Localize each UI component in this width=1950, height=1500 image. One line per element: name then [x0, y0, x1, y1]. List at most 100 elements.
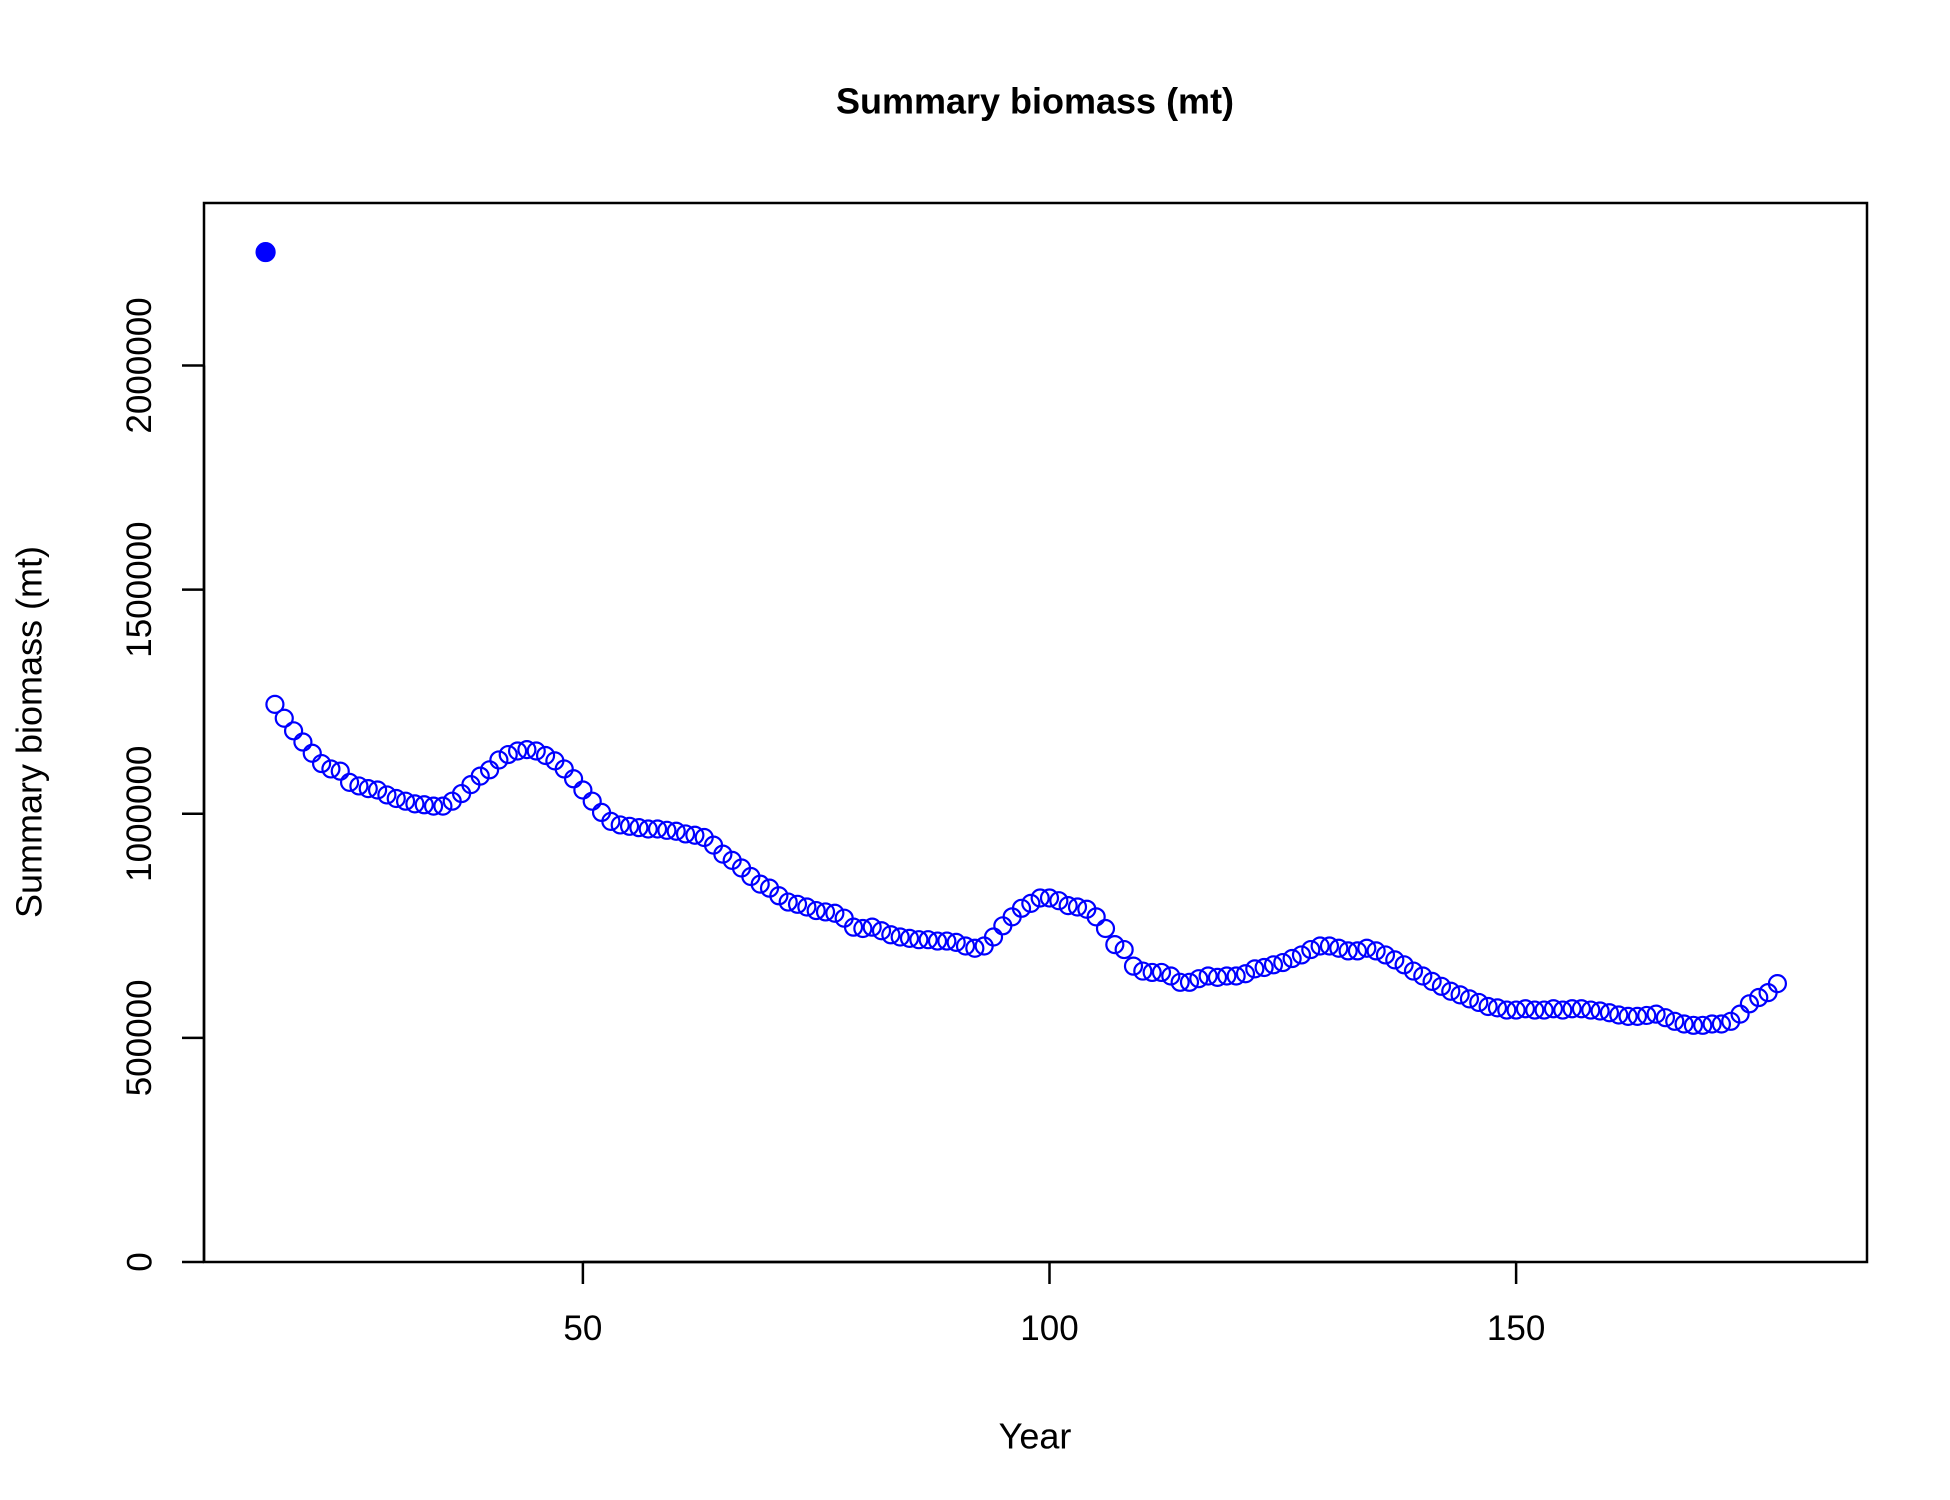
data-point: [1702, 1014, 1722, 1034]
data-point: [1599, 1003, 1620, 1023]
data-point: [937, 931, 957, 951]
data-point: [1562, 999, 1582, 1019]
data-point: [265, 694, 285, 714]
data-point: [843, 917, 864, 937]
data-point: [1263, 955, 1284, 975]
y-tick-label: 0: [120, 1252, 159, 1271]
data-point: [619, 816, 640, 836]
data-point: [1030, 888, 1050, 908]
data-point: [1179, 972, 1200, 992]
data-point: [787, 894, 808, 914]
data-point: [1170, 972, 1190, 992]
data-point: [853, 918, 873, 939]
data-point: [647, 819, 668, 839]
data-point: [1413, 966, 1433, 986]
data-point: [1711, 1014, 1732, 1034]
data-point: [498, 744, 518, 765]
data-point: [489, 750, 509, 770]
data-point: [1142, 962, 1162, 983]
data-point: [1431, 976, 1452, 996]
data-point: [1133, 961, 1153, 981]
data-point: [1385, 950, 1405, 970]
chart-title: Summary biomass (mt): [836, 81, 1234, 122]
data-point: [685, 825, 705, 845]
data-point: [610, 815, 630, 835]
data-point: [1767, 974, 1788, 994]
data-point: [657, 820, 677, 840]
data-point: [1487, 998, 1508, 1018]
data-point: [507, 741, 528, 761]
y-tick-label: 1000000: [120, 746, 159, 882]
data-point: [293, 732, 313, 752]
data-point: [750, 874, 770, 894]
x-tick-label: 100: [1020, 1309, 1078, 1348]
data-point: [1749, 987, 1769, 1008]
data-point: [1021, 893, 1041, 913]
data-point: [797, 897, 817, 917]
data-point: [535, 745, 556, 766]
data-point: [1571, 999, 1592, 1019]
data-point: [358, 779, 378, 799]
data-point: [386, 788, 406, 809]
data-point: [1189, 969, 1209, 989]
data-point: [629, 818, 649, 838]
data-point: [1627, 1006, 1648, 1026]
data-point: [871, 921, 892, 941]
data-point: [1403, 961, 1424, 981]
data-point: [881, 925, 901, 945]
data-point: [1655, 1008, 1676, 1028]
data-point: [1674, 1014, 1694, 1034]
data-point: [1207, 967, 1228, 987]
data-point: [1441, 981, 1461, 1001]
data-point: [563, 769, 584, 789]
data-point: [321, 759, 341, 779]
data-point: [1469, 992, 1489, 1013]
data-point: [283, 721, 304, 741]
data-point: [414, 795, 434, 815]
data-point: [1422, 971, 1442, 991]
data-point: [1151, 962, 1172, 983]
y-tick-label: 2000000: [120, 297, 159, 433]
data-point: [1105, 935, 1125, 955]
data-point: [1665, 1011, 1685, 1031]
data-point: [1095, 918, 1116, 939]
data-point: [1301, 939, 1321, 960]
data-point: [955, 936, 976, 956]
data-point: [825, 903, 845, 923]
data-point: [1039, 888, 1060, 908]
data-point: [255, 241, 276, 263]
data-point: [311, 753, 332, 774]
data-point: [1693, 1015, 1713, 1035]
data-point: [1534, 1000, 1554, 1020]
data-point: [1067, 897, 1088, 917]
data-point: [517, 740, 537, 760]
data-point: [302, 743, 322, 763]
data-point: [1609, 1005, 1629, 1025]
data-point: [983, 927, 1004, 947]
data-point: [806, 900, 826, 921]
data-point: [1553, 1000, 1573, 1020]
data-point: [1515, 999, 1536, 1019]
data-point: [1543, 999, 1564, 1019]
data-point: [330, 761, 350, 781]
data-point: [1254, 957, 1274, 978]
data-point: [526, 741, 546, 761]
data-point: [1291, 945, 1312, 965]
data-point: [601, 811, 621, 831]
data-point: [927, 931, 948, 951]
data-point: [274, 708, 294, 728]
data-point: [1590, 1001, 1610, 1021]
data-point: [423, 796, 444, 816]
data-point: [1450, 985, 1470, 1005]
data-point: [1226, 966, 1246, 986]
data-point: [1646, 1004, 1666, 1024]
data-point: [367, 780, 388, 800]
data-point: [1506, 1000, 1526, 1020]
data-point: [862, 917, 882, 937]
data-point: [965, 938, 985, 958]
data-point: [1581, 1000, 1601, 1020]
data-point: [1497, 1000, 1517, 1020]
plot-frame: [202, 201, 1869, 1264]
data-point: [377, 785, 397, 805]
data-point: [433, 796, 453, 816]
